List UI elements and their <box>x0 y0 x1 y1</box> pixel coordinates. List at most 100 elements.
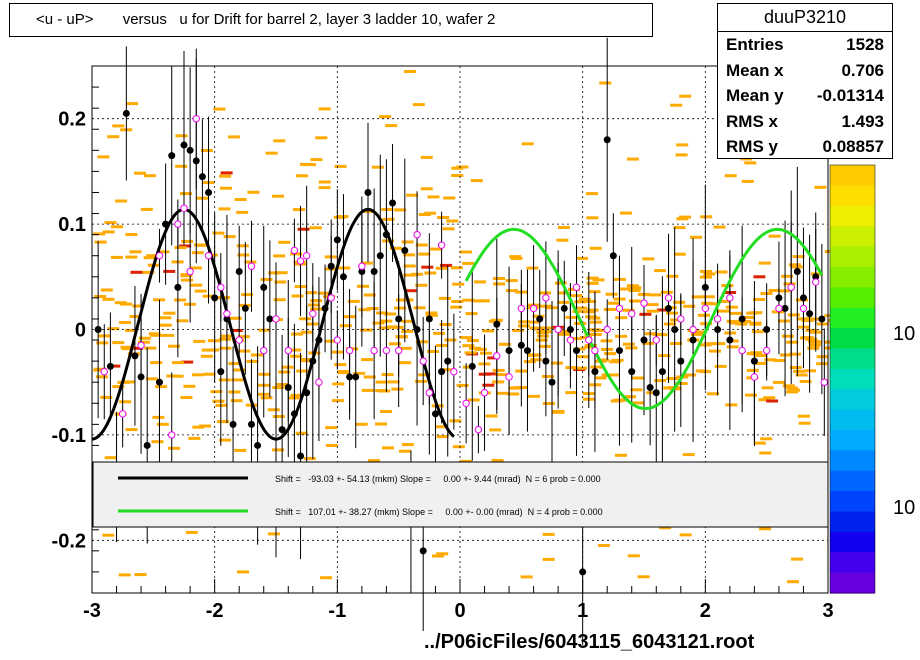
data-point-open <box>186 267 194 276</box>
hist-cell <box>462 298 475 302</box>
hist-cell <box>529 326 542 330</box>
data-point-open <box>425 389 434 397</box>
data-point-filled <box>781 304 789 312</box>
data-point-filled <box>260 283 268 291</box>
hist-cell <box>337 370 350 373</box>
hist-cell <box>132 304 145 308</box>
hist-cell <box>763 396 776 400</box>
data-point-open <box>572 283 581 292</box>
stats-label: Mean x <box>726 60 784 80</box>
hist-cell <box>142 270 155 274</box>
hist-cell <box>332 382 345 386</box>
hist-cell <box>325 426 338 430</box>
data-point-open <box>603 325 611 334</box>
hist-cell <box>637 575 650 579</box>
hist-cell <box>389 342 401 346</box>
data-point-filled <box>297 452 305 460</box>
data-point-filled <box>192 157 200 165</box>
hist-cell <box>212 399 225 403</box>
hist-cell <box>542 402 555 405</box>
hist-cell <box>772 380 785 384</box>
hist-cell <box>175 164 188 168</box>
hist-cell <box>586 308 599 312</box>
stats-label: Entries <box>726 35 784 54</box>
hist-cell <box>278 240 291 244</box>
hist-cell <box>315 136 328 140</box>
hist-cell <box>265 151 278 155</box>
data-point-filled <box>775 294 783 302</box>
hist-cell <box>281 365 294 369</box>
hist-cell <box>418 252 431 256</box>
hist-cell <box>673 300 686 304</box>
hist-cell <box>565 315 578 319</box>
hist-cell <box>816 322 829 326</box>
hist-cell <box>694 330 707 334</box>
hist-cell <box>644 332 657 336</box>
hist-cell <box>363 375 376 379</box>
data-point-filled <box>290 410 298 418</box>
hist-cell <box>526 266 539 270</box>
x-tick-label: -2 <box>206 600 224 622</box>
hist-cell <box>174 246 187 250</box>
hist-cell <box>309 226 322 230</box>
hist-cell <box>140 207 153 211</box>
hist-cell <box>289 348 302 352</box>
hist-cell <box>191 251 204 255</box>
hist-cell <box>450 266 463 270</box>
hist-cell <box>590 365 603 369</box>
hist-cell <box>112 341 125 345</box>
hist-cell <box>495 373 508 377</box>
data-point-open <box>787 283 795 292</box>
palette-cell <box>830 205 875 227</box>
hist-cell <box>646 303 659 307</box>
hist-cell <box>759 527 772 531</box>
data-point-open <box>726 294 734 302</box>
hist-cell <box>358 308 371 312</box>
hist-cell <box>646 309 659 313</box>
hist-cell <box>508 386 521 390</box>
data-point-open <box>554 325 562 334</box>
hist-cell <box>223 235 236 239</box>
hist-cell <box>183 384 196 388</box>
hist-cell <box>297 227 310 231</box>
hist-cell <box>466 339 479 343</box>
palette-cell <box>830 165 875 186</box>
data-point-filled <box>714 326 722 333</box>
data-point-open <box>775 304 783 313</box>
y-tick-label: 0.2 <box>58 109 86 131</box>
data-point-filled <box>652 389 660 397</box>
hist-cell <box>272 415 285 418</box>
hist-cell <box>521 142 534 146</box>
hist-cell <box>238 349 251 353</box>
hist-cell <box>325 444 338 447</box>
data-point-filled <box>376 252 384 260</box>
hist-cell <box>415 379 427 383</box>
hist-cell <box>435 425 448 429</box>
hist-cell <box>197 243 210 247</box>
x-tick-label: 2 <box>700 600 711 622</box>
hist-cell <box>452 445 465 449</box>
x-tick-label: 0 <box>454 600 465 622</box>
hist-cell <box>119 400 132 404</box>
hist-cell <box>107 135 120 139</box>
y-axis: -0.2 -0.1 0 0.1 0.2 <box>52 65 99 594</box>
hist-cell <box>403 70 416 73</box>
hist-cell <box>791 557 804 561</box>
hist-cell <box>578 297 591 301</box>
hist-cell <box>627 554 640 558</box>
hist-cell <box>296 369 309 373</box>
hist-cell <box>331 350 344 354</box>
hist-cell <box>760 437 773 441</box>
hist-cell <box>673 226 686 230</box>
hist-cell <box>382 446 394 450</box>
hist-cell <box>444 338 457 342</box>
hist-cell <box>462 261 475 265</box>
hist-cell <box>267 408 280 412</box>
x-axis: -3 -2 -1 0 1 2 3 <box>83 579 834 622</box>
hist-cell <box>658 354 671 358</box>
data-point-filled <box>419 547 427 555</box>
hist-cell <box>746 368 759 372</box>
hist-cell <box>679 215 691 219</box>
x-tick-label: 3 <box>822 600 833 622</box>
hist-cell <box>152 415 165 419</box>
